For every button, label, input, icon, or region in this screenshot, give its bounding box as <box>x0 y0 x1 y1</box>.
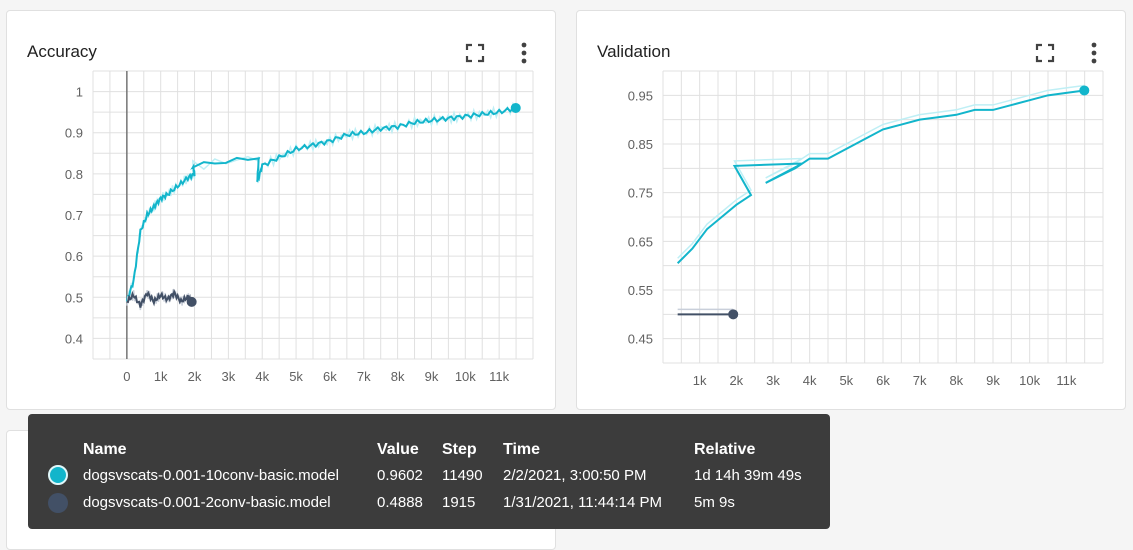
series-line <box>126 288 193 308</box>
x-tick-label: 8k <box>949 373 963 388</box>
tooltip-header-time: Time <box>503 441 541 458</box>
tooltip-row-relative: 1d 14h 39m 49s <box>694 467 802 484</box>
series-raw-line <box>126 101 517 302</box>
series-line <box>125 106 516 302</box>
validation-chart[interactable]: 1k 2k 3k 4k 5k 6k 7k 8k 9k 10k 11k 0.45 0.55 0.65 0.75… <box>577 11 1127 411</box>
series-raw-line <box>677 84 1085 259</box>
y-tick-label: 0.6 <box>65 249 83 264</box>
tooltip-row-relative: 5m 9s <box>694 494 735 511</box>
series-end-point <box>510 102 521 113</box>
series-swatch-2conv <box>48 493 68 513</box>
validation-card: Validation 1k 2k 3k 4k 5k 6k 7k 8k 9k 10k 11k 0.45 0… <box>576 10 1126 410</box>
y-tick-label: 0.4 <box>65 331 83 346</box>
tooltip-header-value: Value <box>377 441 419 458</box>
x-tick-label: 2k <box>729 373 743 388</box>
x-tick-label: 6k <box>876 373 890 388</box>
y-tick-label: 0.65 <box>628 234 653 249</box>
tooltip-row-name: dogsvscats-0.001-2conv-basic.model <box>83 494 331 511</box>
tooltip-row-step: 1915 <box>442 494 476 511</box>
tooltip-row-time: 2/2/2021, 3:00:50 PM <box>503 467 647 484</box>
x-tick-label: 9k <box>425 369 439 384</box>
x-tick-label: 10k <box>455 369 476 384</box>
y-tick-label: 0.5 <box>65 290 83 305</box>
y-tick-label: 0.55 <box>628 283 653 298</box>
series-end-point <box>186 296 197 307</box>
x-tick-label: 11k <box>489 369 509 384</box>
tooltip-row-name: dogsvscats-0.001-10conv-basic.model <box>83 467 339 484</box>
fullscreen-icon[interactable] <box>1033 41 1057 65</box>
accuracy-chart[interactable]: 0 1k 2k 3k 4k 5k 6k 7k 8k 9k 10k 11k 0.4 0.5 0.6 0.7 0.8… <box>7 11 557 411</box>
tooltip-row-time: 1/31/2021, 11:44:14 PM <box>503 494 663 511</box>
series-swatch-10conv <box>48 465 68 485</box>
series-end-point <box>1079 85 1090 96</box>
x-tick-label: 9k <box>986 373 1000 388</box>
y-tick-label: 0.75 <box>628 186 653 201</box>
tooltip-header-step: Step <box>442 441 477 458</box>
x-tick-label: 1k <box>154 369 168 384</box>
x-tick-label: 1k <box>693 373 707 388</box>
x-tick-label: 8k <box>391 369 405 384</box>
x-tick-label: 7k <box>357 369 371 384</box>
more-vert-icon[interactable] <box>512 41 536 65</box>
accuracy-card-title: Accuracy <box>27 42 97 61</box>
x-tick-label: 6k <box>323 369 337 384</box>
x-tick-label: 3k <box>222 369 236 384</box>
x-tick-label: 7k <box>913 373 927 388</box>
tooltip-row-step: 11490 <box>442 467 483 484</box>
fullscreen-icon[interactable] <box>463 41 487 65</box>
more-vert-icon[interactable] <box>1082 41 1106 65</box>
y-tick-label: 1 <box>76 85 83 100</box>
y-tick-label: 0.8 <box>65 167 83 182</box>
y-tick-label: 0.45 <box>628 332 653 347</box>
y-tick-label: 0.95 <box>628 88 653 103</box>
x-tick-label: 10k <box>1019 373 1040 388</box>
series-line <box>676 89 1085 264</box>
series-end-point <box>728 309 739 320</box>
validation-card-title: Validation <box>597 42 671 61</box>
tooltip-row-value: 0.9602 <box>377 467 423 484</box>
x-tick-label: 5k <box>289 369 303 384</box>
x-tick-label: 4k <box>255 369 269 384</box>
accuracy-card: Accuracy 0 1k 2k 3k 4k 5k 6k 7k 8k 9k 10k 11k 0.4 0.5… <box>6 10 556 410</box>
x-tick-label: 2k <box>188 369 202 384</box>
tooltip-row-value: 0.4888 <box>377 494 423 511</box>
tooltip-header-relative: Relative <box>694 441 756 458</box>
y-tick-label: 0.9 <box>65 126 83 141</box>
y-tick-label: 0.7 <box>65 208 83 223</box>
x-tick-label: 4k <box>803 373 817 388</box>
x-tick-label: 3k <box>766 373 780 388</box>
x-tick-label: 11k <box>1056 373 1076 388</box>
x-tick-label: 5k <box>839 373 853 388</box>
tooltip-header-name: Name <box>83 441 127 458</box>
y-tick-label: 0.85 <box>628 137 653 152</box>
chart-tooltip: Name Value Step Time Relative dogsvscats… <box>28 414 830 529</box>
x-tick-label: 0 <box>123 369 130 384</box>
